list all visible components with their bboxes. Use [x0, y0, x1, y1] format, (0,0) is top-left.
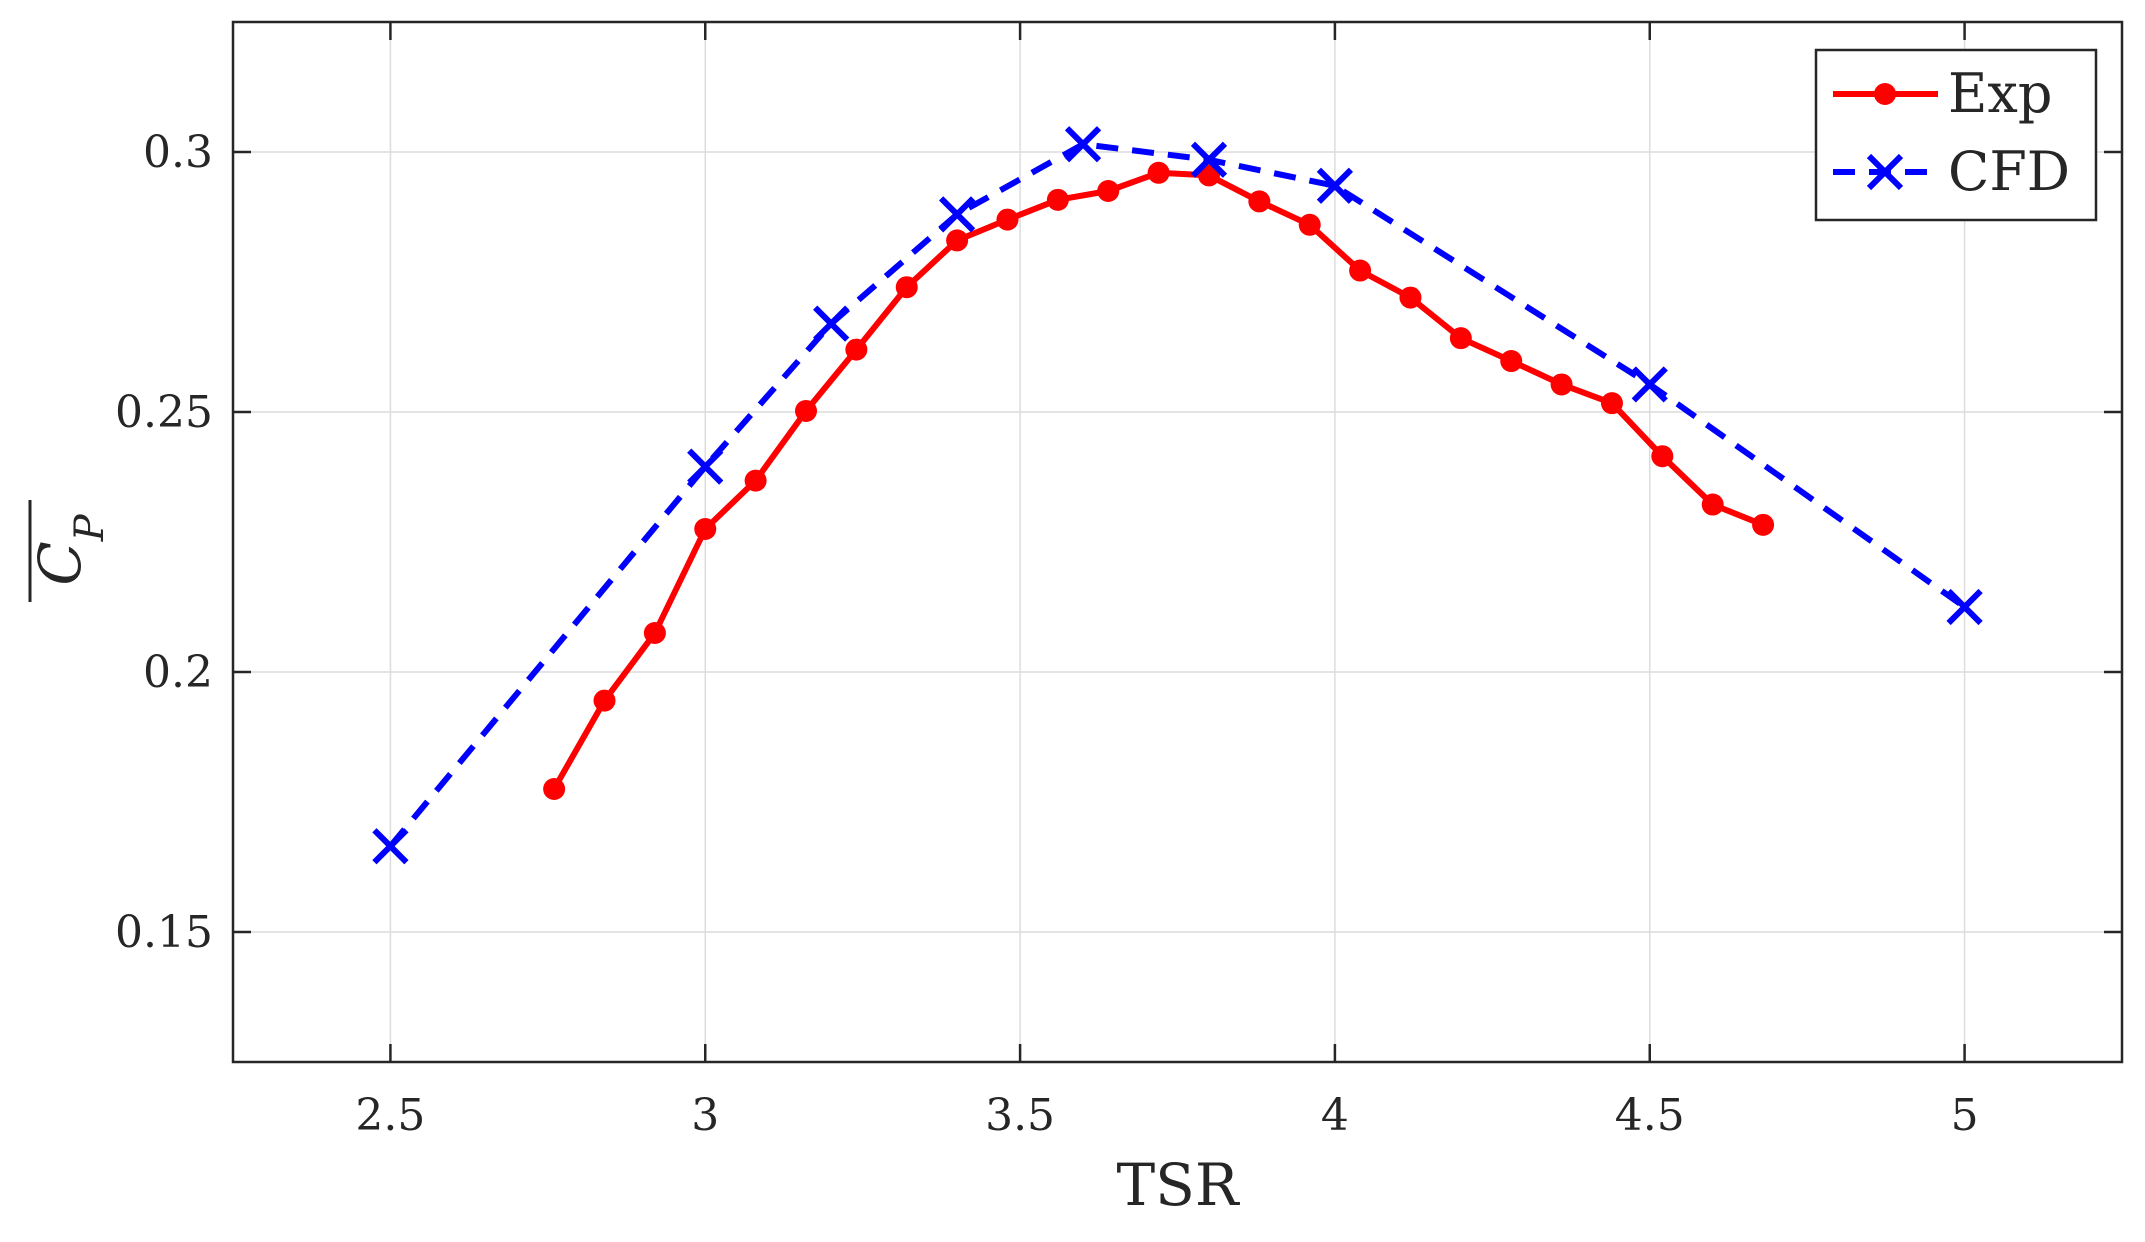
data-point-cfd: [1190, 141, 1228, 178]
data-point-exp: [1449, 327, 1472, 350]
data-point-cfd: [813, 305, 850, 342]
data-point-exp: [794, 399, 817, 422]
data-point-cfd: [1064, 126, 1102, 163]
y-tick-label: 0.25: [115, 387, 213, 438]
data-point-exp: [1298, 213, 1321, 236]
data-point-exp: [1197, 164, 1220, 187]
data-point-exp: [946, 229, 969, 252]
data-point-exp: [1651, 445, 1674, 468]
y-tick-label: 0.15: [115, 907, 213, 958]
data-point-exp: [1248, 190, 1271, 213]
data-point-exp: [694, 518, 717, 540]
legend-box: [1814, 48, 2098, 222]
data-point-exp: [1600, 392, 1623, 415]
x-tick-label: 3.5: [985, 1090, 1055, 1141]
data-point-exp: [593, 689, 616, 712]
x-tick-label: 4: [1321, 1090, 1349, 1141]
legend-exp-label: Exp: [1948, 62, 2052, 125]
legend-cfd-marker: [1866, 153, 1904, 191]
legend-entry-cfd: CFD: [1833, 140, 2070, 203]
data-point-exp: [1752, 513, 1775, 536]
data-point-exp: [1550, 373, 1573, 396]
x-axis-label: TSR: [1116, 1151, 1240, 1219]
legend-entry-exp: Exp: [1833, 62, 2052, 125]
legend-exp-marker: [1874, 83, 1896, 105]
data-point-exp: [1701, 493, 1724, 516]
data-point-exp: [895, 276, 918, 299]
x-tick-label: 5: [1951, 1090, 1979, 1141]
data-point-exp: [643, 622, 666, 644]
data-point-exp: [1097, 180, 1120, 202]
series-exp: [543, 161, 1775, 800]
y-axis-label-text: CP: [26, 513, 113, 585]
series-line-exp: [551, 169, 1765, 791]
y-tick-label: 0.2: [143, 647, 213, 698]
data-point-exp: [1500, 350, 1523, 373]
series-cfd: [372, 126, 1983, 865]
x-tick-label: 4.5: [1615, 1090, 1685, 1141]
data-point-cfd: [687, 448, 724, 485]
data-point-exp: [1046, 188, 1069, 211]
x-tick-label: 2.5: [355, 1090, 425, 1141]
data-point-exp: [1349, 259, 1372, 282]
data-point-cfd: [1631, 366, 1668, 403]
data-point-cfd: [1946, 588, 1983, 626]
data-point-exp: [845, 338, 868, 361]
data-point-exp: [1399, 286, 1422, 309]
series-line-cfd: [388, 141, 1967, 849]
ticks: 2.5 3 3.5 4 4.5 5 0.15 0.2 0.25 0.3: [115, 22, 2122, 1141]
data-point-exp: [744, 469, 767, 492]
legend: Exp CFD: [1814, 48, 2098, 222]
legend-cfd-label: CFD: [1948, 140, 2070, 203]
data-point-cfd: [1316, 167, 1354, 204]
data-point-cfd: [938, 196, 976, 233]
x-tick-label: 3: [691, 1090, 719, 1141]
data-point-exp: [1147, 161, 1170, 184]
data-point-cfd: [372, 828, 409, 865]
series: [372, 126, 1983, 865]
data-point-exp: [996, 208, 1019, 231]
y-axis-label: CP: [26, 500, 113, 602]
data-point-exp: [543, 778, 566, 800]
y-tick-label: 0.3: [143, 127, 213, 178]
plot-frame: [231, 20, 2124, 1064]
